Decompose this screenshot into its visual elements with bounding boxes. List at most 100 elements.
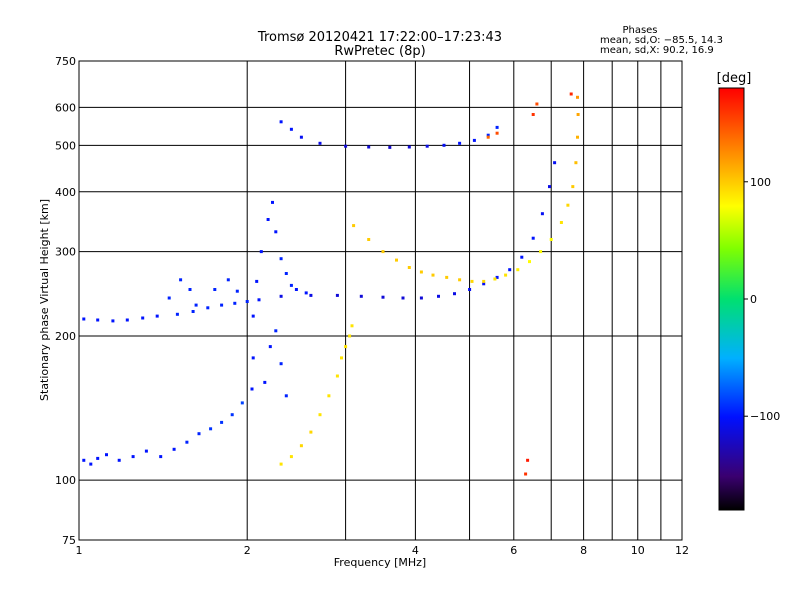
echo-point-x: [559, 221, 563, 224]
echo-point-x: [526, 458, 530, 462]
echo-point-o: [233, 301, 237, 305]
echo-point-o: [220, 303, 224, 307]
echo-point-x: [395, 258, 398, 262]
echo-point-x: [504, 273, 508, 277]
y-tick-label: 100: [55, 474, 76, 487]
echo-point-o: [274, 230, 278, 234]
echo-point-o: [318, 141, 322, 145]
echo-point-o: [96, 318, 100, 322]
colorbar-tick-label: 100: [750, 176, 771, 189]
echo-point-x: [549, 238, 553, 241]
echo-point-o: [553, 161, 557, 165]
echo-point-x: [486, 135, 490, 139]
echo-point-o: [407, 145, 411, 149]
echo-point-o: [209, 427, 213, 431]
echo-point-o: [284, 272, 288, 275]
echo-point-o: [468, 288, 472, 291]
echo-point-o: [284, 394, 288, 398]
echo-point-x: [535, 102, 539, 106]
echo-point-x: [566, 203, 570, 207]
echo-point-o: [125, 318, 129, 322]
echo-point-x: [574, 161, 578, 165]
y-tick-label: 500: [55, 139, 76, 152]
echo-point-o: [335, 293, 339, 297]
echo-point-o: [172, 447, 176, 451]
echo-point-o: [255, 279, 259, 283]
echo-point-x: [531, 113, 535, 116]
echo-point-o: [268, 345, 272, 349]
echo-point-o: [185, 440, 189, 444]
echo-point-x: [524, 472, 528, 476]
echo-point-o: [159, 455, 163, 459]
echo-point-o: [495, 275, 499, 279]
x-tick-label: 12: [675, 544, 689, 557]
echo-point-x: [327, 394, 331, 398]
grid-lines: [79, 61, 682, 540]
echo-point-x: [576, 113, 580, 116]
echo-point-x: [352, 224, 356, 228]
echo-point-o: [245, 300, 249, 303]
echo-point-o: [531, 236, 535, 240]
colorbar-label: [deg]: [717, 71, 752, 86]
echo-point-o: [279, 120, 283, 124]
echo-point-o: [401, 296, 405, 300]
plot-area: [78, 60, 683, 541]
echo-point-x: [348, 334, 352, 338]
echo-point-o: [289, 283, 293, 287]
x-tick-label: 1: [76, 544, 83, 557]
echo-point-o: [520, 255, 524, 259]
x-axis-ticks: 1 2 4 6 8 10 12: [76, 544, 690, 557]
echo-point-o: [472, 138, 476, 142]
echo-point-o: [82, 458, 86, 462]
echo-point-x: [419, 270, 423, 274]
echo-point-o: [240, 401, 244, 405]
echo-point-x: [299, 444, 303, 448]
y-tick-label: 75: [62, 534, 76, 547]
echo-point-x: [516, 268, 520, 272]
colorbar: [718, 87, 745, 511]
echo-point-x: [482, 279, 486, 283]
echo-point-o: [266, 218, 270, 221]
echo-point-x: [289, 455, 293, 459]
echo-point-o: [419, 296, 423, 300]
echo-point-x: [340, 356, 343, 360]
echo-point-o: [437, 294, 440, 298]
echo-point-x: [571, 185, 575, 189]
echo-point-o: [96, 456, 100, 460]
echo-point-o: [250, 387, 254, 391]
echo-point-x: [470, 279, 474, 283]
echo-point-o: [111, 319, 115, 323]
echo-point-o: [495, 125, 499, 129]
echo-point-o: [230, 413, 234, 417]
echo-point-o: [388, 145, 392, 149]
x-axis-label: Frequency [MHz]: [334, 556, 426, 569]
echo-point-o: [279, 294, 283, 298]
echo-point-x: [318, 413, 322, 417]
echo-point-o: [226, 278, 230, 282]
echo-point-o: [344, 144, 348, 148]
echo-point-o: [117, 458, 121, 462]
echo-point-o: [263, 380, 267, 384]
echo-point-o: [458, 141, 462, 145]
echo-point-x: [344, 345, 348, 349]
echo-point-o: [188, 288, 192, 291]
colorbar-ticks: 100 0 −100: [744, 176, 780, 423]
echo-point-o: [213, 288, 217, 291]
echo-point-o: [299, 135, 303, 139]
x-tick-label: 6: [510, 544, 517, 557]
echo-point-o: [279, 362, 283, 366]
echo-point-o: [359, 294, 363, 298]
echo-point-x: [279, 462, 283, 466]
chart-subtitle: RwPretec (8p): [334, 44, 425, 59]
echo-point-o: [309, 293, 313, 297]
echo-point-x: [309, 430, 313, 434]
phase-info-x: mean, sd,X: 90.2, 16.9: [600, 45, 714, 56]
echo-point-o: [155, 314, 159, 318]
echo-point-x: [381, 250, 385, 254]
echo-point-x: [350, 324, 354, 328]
chart-title: Tromsø 20120421 17:22:00–17:23:43: [257, 30, 502, 45]
echo-point-o: [274, 329, 278, 333]
echo-point-o: [220, 420, 224, 424]
echo-point-o: [453, 292, 456, 296]
x-tick-label: 4: [412, 544, 419, 557]
